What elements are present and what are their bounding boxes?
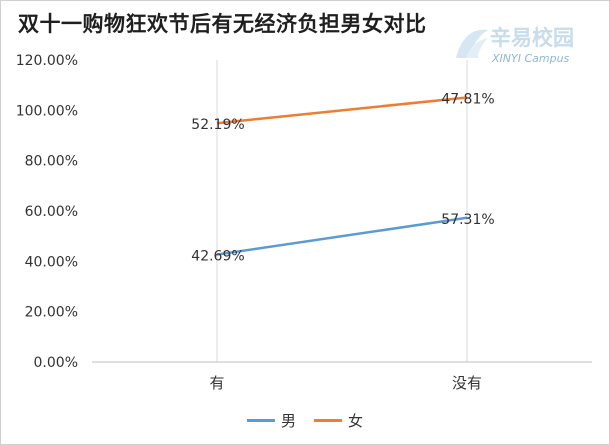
legend-label-female: 女 [348,412,364,430]
series-line-male [216,216,468,256]
data-label: 57.31% [441,212,494,228]
legend-swatch-female [314,419,342,422]
campus-logo-icon [456,29,488,58]
watermark-name: 辛易校园 [490,26,574,50]
data-label: 42.69% [191,249,244,265]
y-tick-label: 80.00% [25,154,78,170]
legend-swatch-male [246,419,275,422]
legend-item-male: 男 [246,410,296,431]
legend-item-female: 女 [314,410,363,431]
y-tick-label: 20.00% [25,305,78,321]
y-tick-label: 120.00% [16,53,78,69]
y-tick-label: 100.00% [16,103,78,119]
series-line-female [216,96,468,125]
chart-title: 双十一购物狂欢节后有无经济负担男女对比 [18,12,427,36]
y-tick-label: 0.00% [34,355,78,371]
data-label: 52.19% [191,117,244,133]
legend-label-male: 男 [280,412,296,430]
y-tick-label: 40.00% [25,254,78,270]
watermark-subtitle: XINYI Campus [492,52,570,65]
x-tick-label: 有 [209,374,224,392]
y-tick-label: 60.00% [25,204,78,220]
x-tick-label: 没有 [452,374,482,392]
data-label: 47.81% [441,91,494,107]
watermark-logo: 辛易校园 XINYI Campus [450,22,600,74]
legend: 男 女 [0,410,610,431]
